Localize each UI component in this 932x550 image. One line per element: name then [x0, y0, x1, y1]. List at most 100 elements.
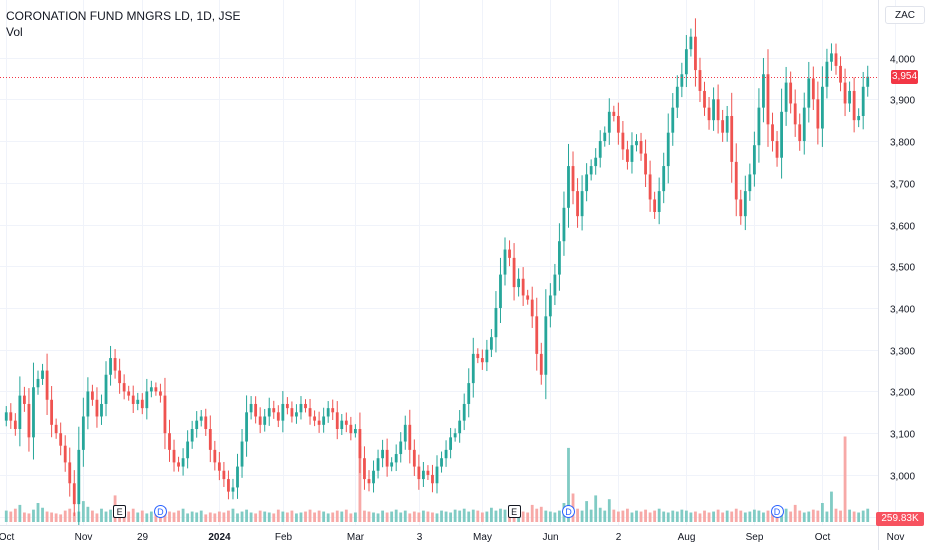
- volume-bar: [671, 510, 675, 522]
- time-tick-label: Mar: [347, 532, 365, 543]
- volume-bar: [639, 511, 643, 522]
- volume-bar: [340, 511, 344, 522]
- candle-body: [249, 403, 253, 413]
- volume-bar: [612, 509, 616, 522]
- candle-body: [349, 424, 353, 434]
- price-tick-label: 3,700: [890, 180, 915, 191]
- volume-bar: [177, 510, 180, 522]
- volume-bar: [258, 510, 262, 522]
- candle-body: [421, 470, 425, 480]
- volume-bar: [308, 509, 312, 522]
- volume-bar: [290, 510, 294, 522]
- candle-body: [254, 403, 258, 417]
- candle-body: [499, 274, 502, 308]
- volume-bar: [567, 447, 570, 522]
- time-tick-label: 2: [616, 532, 622, 543]
- candle-body: [752, 145, 756, 175]
- candle-body: [50, 399, 54, 425]
- candle-body: [168, 433, 171, 450]
- candle-body: [109, 358, 112, 375]
- candle-body: [4, 412, 8, 421]
- dividend-event-marker[interactable]: D: [153, 505, 167, 518]
- candle-body: [589, 166, 593, 175]
- volume-bar: [322, 511, 326, 522]
- volume-bar: [281, 511, 285, 522]
- price-tick-label: 3,000: [890, 472, 915, 483]
- candle-body: [390, 462, 394, 467]
- candle-body: [181, 458, 185, 467]
- earnings-event-marker[interactable]: E: [507, 505, 521, 518]
- candle-body: [462, 403, 466, 421]
- candle-body: [548, 295, 552, 317]
- volume-bar: [204, 514, 208, 522]
- candle-body: [766, 74, 770, 125]
- candle-body: [372, 470, 375, 484]
- volume-bar: [444, 511, 448, 522]
- candle-body: [32, 387, 35, 438]
- dividend-event-marker[interactable]: D: [770, 505, 784, 518]
- volume-bar: [675, 511, 679, 522]
- candle-body: [671, 107, 675, 133]
- candle-body: [471, 353, 475, 384]
- volume-bar: [689, 512, 693, 522]
- candle-body: [517, 278, 521, 288]
- volume-bar: [131, 508, 135, 522]
- candle-body: [657, 191, 661, 212]
- volume-bar: [843, 436, 847, 522]
- volume-bar: [385, 512, 389, 522]
- volume-bar: [644, 509, 647, 522]
- volume-bar: [222, 512, 226, 522]
- candle-body: [240, 441, 244, 467]
- volume-bar: [503, 509, 507, 522]
- dividend-event-marker[interactable]: D: [561, 505, 575, 518]
- currency-button[interactable]: ZAC: [885, 6, 925, 24]
- candle-body: [72, 483, 76, 505]
- candle-body: [512, 257, 516, 288]
- volume-bar: [22, 512, 26, 522]
- candle-body: [258, 416, 262, 425]
- candle-body: [662, 166, 666, 192]
- volume-legend[interactable]: Vol: [6, 25, 23, 39]
- candle-body: [81, 416, 85, 450]
- candle-body: [149, 387, 153, 392]
- candle-body: [811, 78, 815, 100]
- volume-bar: [190, 511, 194, 522]
- candle-body: [190, 429, 194, 442]
- candle-body: [131, 395, 135, 404]
- volume-bar: [762, 512, 765, 522]
- candle-body: [757, 107, 761, 146]
- candle-body: [530, 299, 534, 317]
- volume-bar: [716, 509, 720, 522]
- candle-body: [861, 86, 865, 116]
- candle-body: [208, 429, 212, 450]
- volume-bar: [616, 511, 620, 522]
- volume-bar: [326, 513, 330, 522]
- volume-bar: [403, 510, 407, 522]
- volume-bar: [825, 511, 829, 522]
- candle-body: [317, 420, 321, 425]
- volume-bar: [367, 511, 371, 522]
- volume-bar: [462, 508, 466, 522]
- volume-bar: [748, 511, 752, 522]
- volume-bar: [793, 504, 797, 522]
- candle-body: [444, 449, 448, 459]
- volume-bar: [490, 507, 493, 522]
- volume-bar: [168, 511, 171, 522]
- volume-bar: [227, 510, 230, 522]
- candle-body: [9, 412, 13, 421]
- volume-bar: [272, 513, 276, 522]
- volume-bar: [830, 491, 833, 522]
- earnings-event-marker[interactable]: E: [113, 505, 127, 518]
- volume-bar: [181, 508, 185, 522]
- candle-body: [748, 174, 752, 192]
- symbol-legend[interactable]: CORONATION FUND MNGRS LD, 1D, JSE: [6, 9, 241, 23]
- candle-body: [263, 416, 267, 425]
- candle-body: [521, 278, 525, 296]
- volume-bar: [648, 512, 652, 522]
- candle-body: [204, 416, 208, 430]
- candlesticks: [4, 18, 870, 525]
- candle-body: [576, 191, 579, 217]
- volume-bar: [621, 510, 625, 522]
- volume-bar: [199, 510, 203, 522]
